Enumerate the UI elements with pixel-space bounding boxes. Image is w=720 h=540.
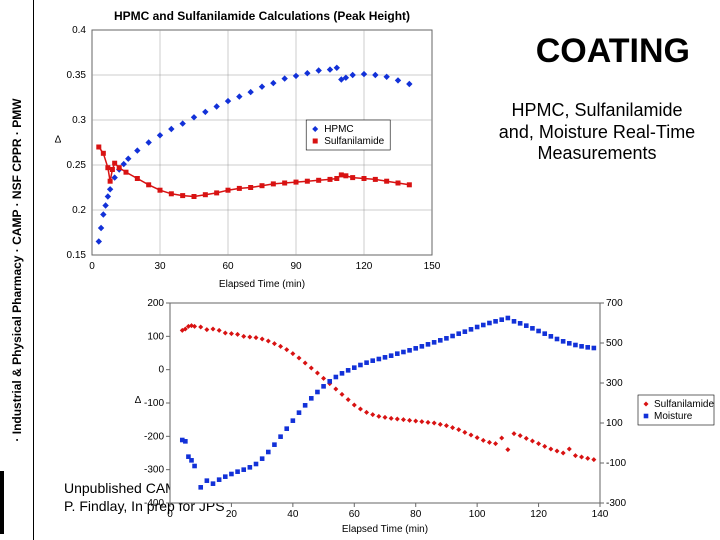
content-area: COATING HPMC, Sulfanilamide and, Moistur…	[34, 0, 720, 540]
svg-text:Sulfanilamide: Sulfanilamide	[654, 399, 714, 410]
svg-text:HPMC: HPMC	[324, 124, 353, 135]
page-subtitle: HPMC, Sulfanilamide and, Moisture Real-T…	[492, 100, 702, 165]
svg-text:0.4: 0.4	[72, 25, 86, 36]
svg-text:-300: -300	[144, 465, 164, 476]
purdue-logo: PURDUE	[0, 471, 4, 534]
svg-text:0: 0	[89, 261, 95, 272]
svg-text:Elapsed Time (min): Elapsed Time (min)	[342, 524, 428, 535]
svg-text:0: 0	[158, 365, 164, 376]
chart-hpmc-sulfanilamide: 0 30 60 90 120 150 0.15 0.2 0.25 0.3 0.35 0.4 Elapse…	[44, 6, 444, 291]
svg-text:0.2: 0.2	[72, 205, 86, 216]
svg-text:0.25: 0.25	[67, 160, 87, 171]
svg-text:HPMC and Sulfanilamide Calcula: HPMC and Sulfanilamide Calculations (Pea…	[114, 9, 410, 23]
svg-text:100: 100	[147, 331, 164, 342]
svg-text:Δ: Δ	[135, 395, 142, 406]
svg-text:0.15: 0.15	[67, 250, 87, 261]
svg-text:Elapsed Time (min): Elapsed Time (min)	[219, 279, 305, 290]
svg-text:140: 140	[592, 509, 609, 520]
svg-text:Sulfanilamide: Sulfanilamide	[324, 136, 384, 147]
svg-text:500: 500	[606, 338, 623, 349]
svg-text:150: 150	[424, 261, 441, 272]
svg-text:90: 90	[290, 261, 302, 272]
page-title: COATING	[536, 32, 690, 71]
sidebar: · Industrial & Physical Pharmacy · CAMP …	[0, 0, 34, 540]
svg-text:120: 120	[356, 261, 373, 272]
svg-text:80: 80	[410, 509, 422, 520]
svg-text:30: 30	[154, 261, 166, 272]
svg-text:0.35: 0.35	[67, 70, 87, 81]
svg-text:Moisture: Moisture	[654, 411, 693, 422]
svg-text:-100: -100	[606, 458, 626, 469]
svg-text:-400: -400	[144, 498, 164, 509]
svg-text:60: 60	[349, 509, 361, 520]
svg-text:0.3: 0.3	[72, 115, 86, 126]
svg-text:300: 300	[606, 378, 623, 389]
svg-text:100: 100	[606, 418, 623, 429]
svg-text:200: 200	[147, 298, 164, 309]
svg-text:0: 0	[167, 509, 173, 520]
svg-text:700: 700	[606, 298, 623, 309]
sidebar-label: · Industrial & Physical Pharmacy · CAMP …	[10, 98, 24, 441]
svg-text:100: 100	[469, 509, 486, 520]
svg-text:Δ: Δ	[55, 135, 62, 146]
svg-text:-100: -100	[144, 398, 164, 409]
svg-text:40: 40	[287, 509, 299, 520]
svg-text:60: 60	[222, 261, 234, 272]
svg-text:-200: -200	[144, 431, 164, 442]
chart-sulfanilamide-moisture: 0 20 40 60 80 100 120 140 -400 -300 -200 -100 0 100 20…	[126, 295, 718, 535]
svg-text:120: 120	[530, 509, 547, 520]
svg-text:-300: -300	[606, 498, 626, 509]
svg-text:20: 20	[226, 509, 238, 520]
